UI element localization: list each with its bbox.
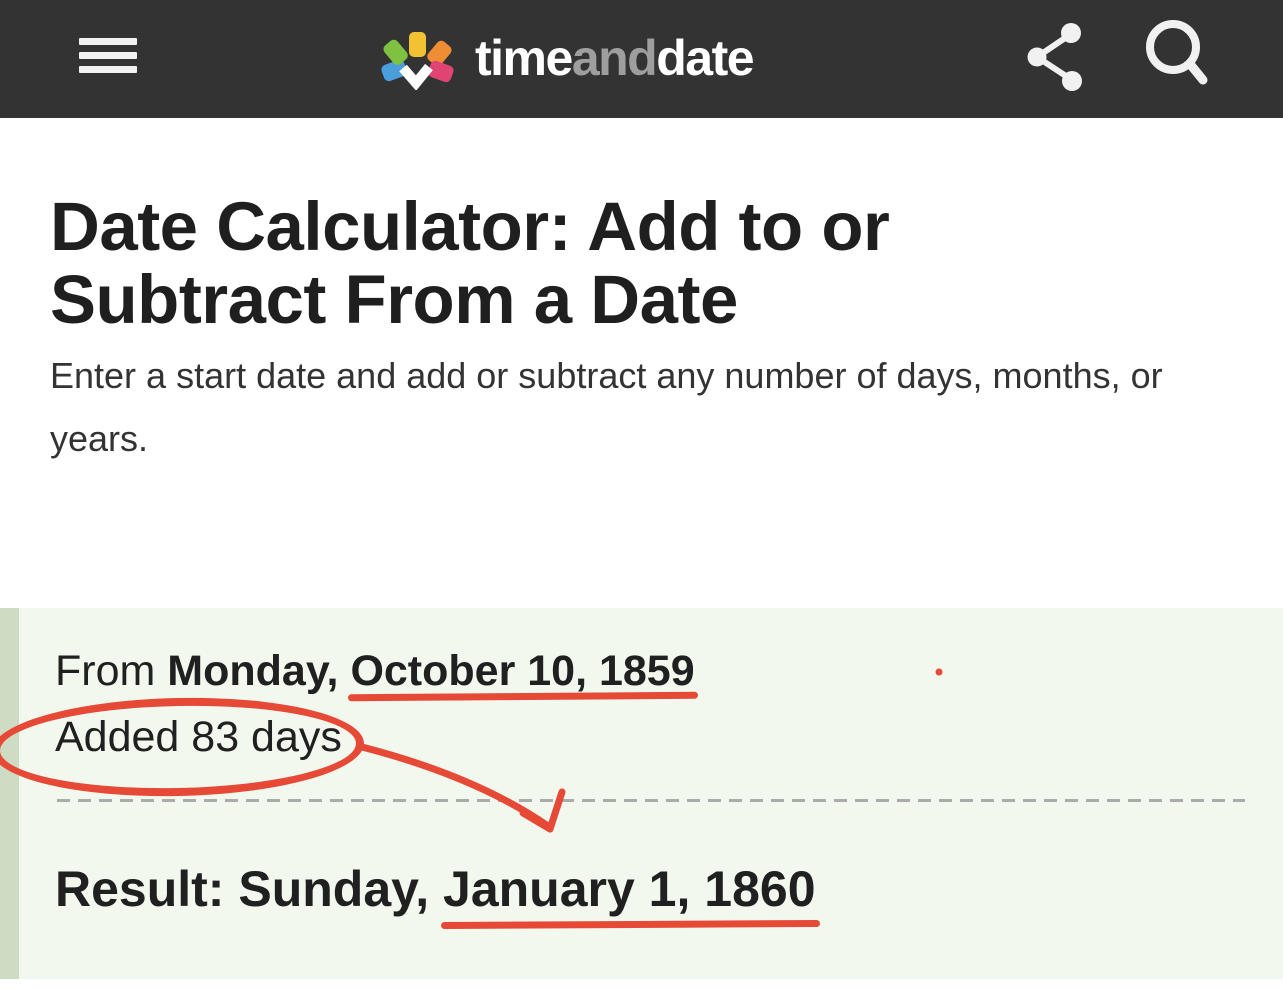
search-icon — [1146, 20, 1208, 85]
timeanddate-logo-icon — [381, 32, 454, 90]
app-header: timeanddate — [0, 0, 1283, 118]
added-days-text: Added 83 days — [55, 713, 342, 761]
result-panel: From Monday, October 10, 1859 Added 83 d… — [0, 608, 1283, 979]
page-subtitle: Enter a start date and add or subtract a… — [50, 355, 1163, 459]
brand-wordmark: timeanddate — [475, 30, 755, 86]
page-title: Date Calculator: Add to or Subtract From… — [50, 188, 890, 338]
from-date: October 10, 1859 — [350, 647, 695, 695]
result-prefix: Result: Sunday, — [55, 861, 444, 917]
dashed-divider — [57, 799, 1245, 802]
share-button[interactable] — [1022, 20, 1084, 99]
from-weekday: Monday, — [167, 647, 351, 695]
from-label: From — [55, 647, 168, 695]
panel-accent-strip — [0, 608, 19, 979]
brand-logo[interactable]: timeanddate — [363, 22, 755, 90]
share-icon — [1027, 23, 1082, 91]
menu-icon — [79, 38, 137, 45]
added-days-line: Added 83 days — [55, 704, 1283, 770]
intro-section: Date Calculator: Add to or Subtract From… — [0, 118, 1283, 470]
result-line: Result: Sunday, January 1, 1860 — [55, 854, 1283, 924]
result-date: January 1, 1860 — [443, 861, 816, 917]
search-button[interactable] — [1140, 18, 1212, 95]
from-date-line: From Monday, October 10, 1859 — [55, 638, 1283, 704]
menu-button[interactable] — [79, 38, 137, 73]
